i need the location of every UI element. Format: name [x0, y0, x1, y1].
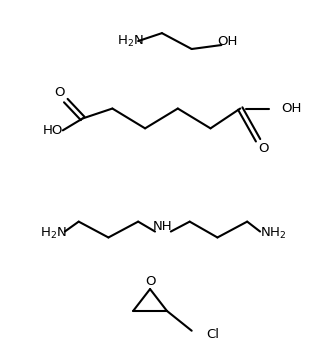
Text: $\mathregular{NH_2}$: $\mathregular{NH_2}$ [261, 226, 287, 241]
Text: NH: NH [153, 220, 173, 233]
Text: HO: HO [43, 124, 63, 137]
Text: $\mathregular{H_2N}$: $\mathregular{H_2N}$ [39, 226, 66, 241]
Text: OH: OH [217, 35, 238, 48]
Text: $\mathregular{H_2N}$: $\mathregular{H_2N}$ [117, 34, 144, 49]
Text: O: O [55, 86, 65, 99]
Text: O: O [145, 274, 155, 288]
Text: OH: OH [281, 102, 301, 115]
Text: Cl: Cl [207, 328, 220, 341]
Text: O: O [258, 142, 268, 155]
